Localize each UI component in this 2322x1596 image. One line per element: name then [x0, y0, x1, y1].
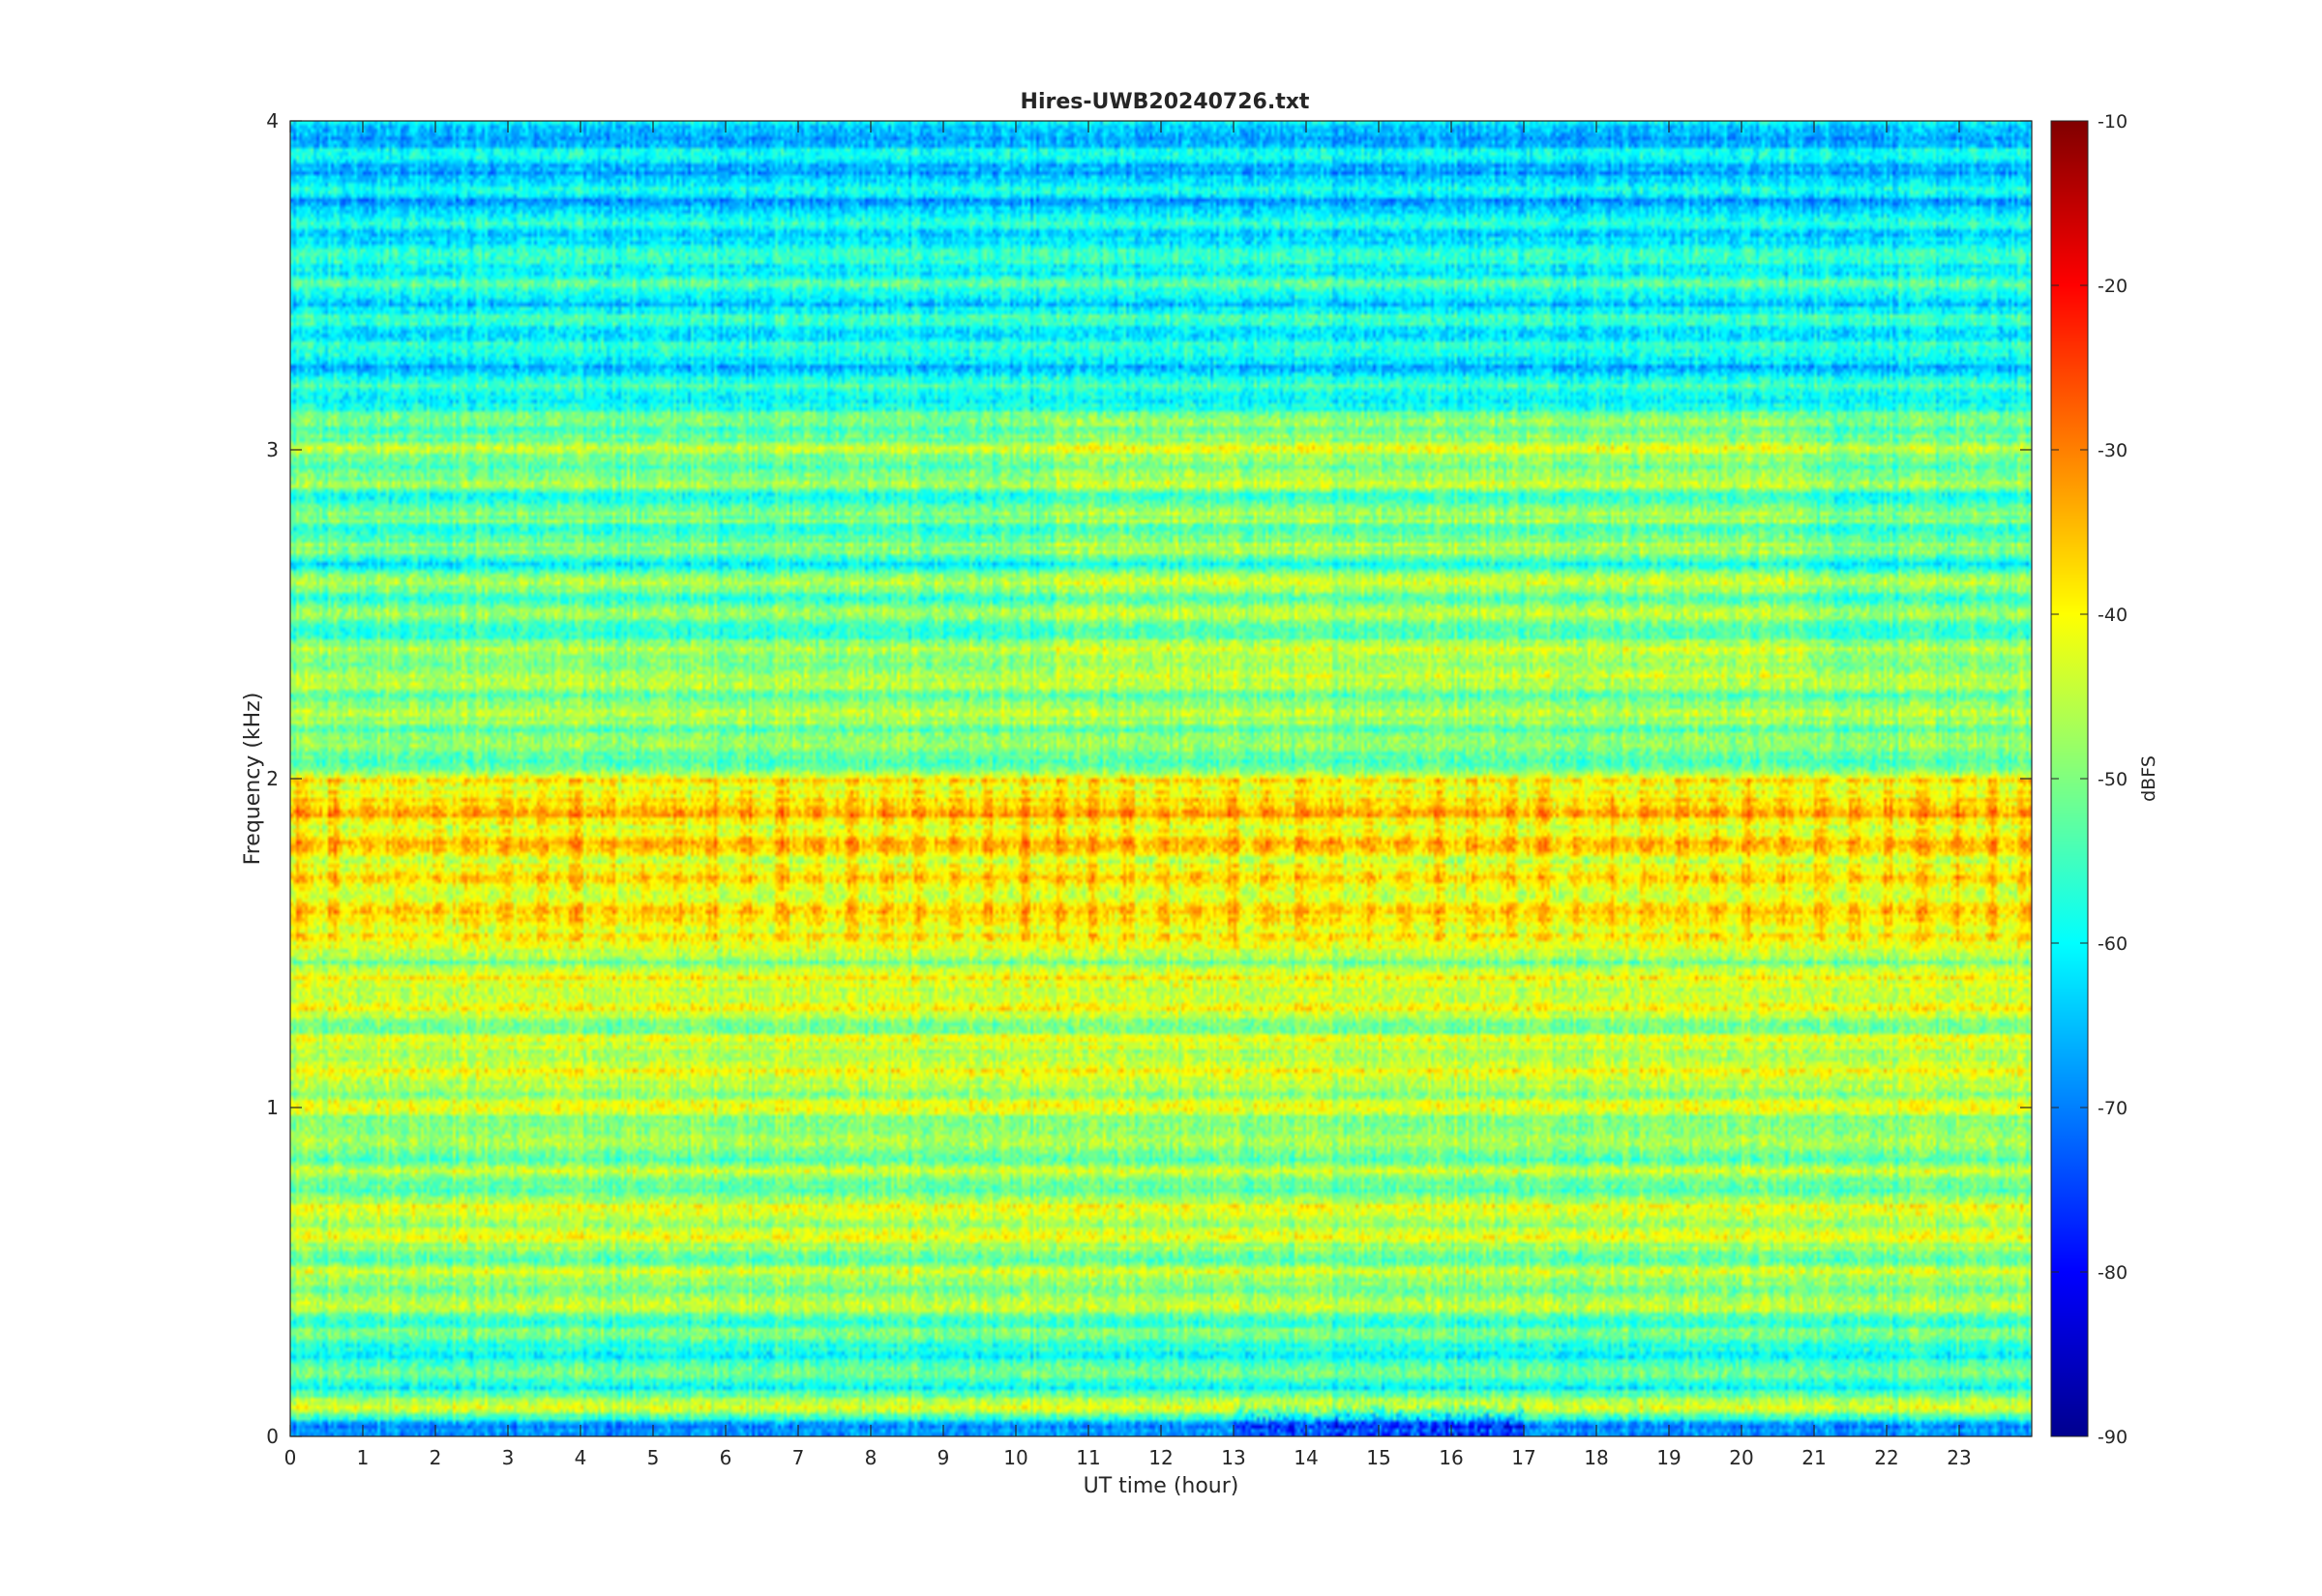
x-tick-label: 18: [1584, 1446, 1608, 1469]
x-tick-label: 13: [1221, 1446, 1245, 1469]
colorbar-tick-label: -80: [2098, 1262, 2128, 1284]
x-tick-label: 1: [357, 1446, 370, 1469]
colorbar-tick-label: -60: [2098, 933, 2128, 955]
x-tick-label: 17: [1511, 1446, 1535, 1469]
x-tick-label: 11: [1076, 1446, 1100, 1469]
x-tick-label: 9: [938, 1446, 950, 1469]
colorbar-label: dBFS: [2138, 755, 2159, 802]
x-tick-label: 3: [502, 1446, 515, 1469]
x-tick-label: 2: [430, 1446, 442, 1469]
y-axis-label: Frequency (kHz): [241, 693, 265, 866]
plot-area: 0 1 2 3 4 5 6 7 8 9 10 11 12 13 14 15 16 17 18 19 20 21 22 23 0…: [266, 109, 2033, 1469]
x-axis-label: UT time (hour): [1084, 1474, 1239, 1498]
colorbar-tick-label: -10: [2098, 111, 2128, 133]
x-tick-label: 23: [1947, 1446, 1971, 1469]
x-tick-label: 7: [792, 1446, 805, 1469]
x-axis-ticks: 0 1 2 3 4 5 6 7 8 9 10 11 12 13 14 15 16 17 18 19 20 21 22 23: [284, 121, 1972, 1469]
spectrogram-heatmap: [290, 121, 2032, 1436]
colorbar-tick-label: -50: [2098, 769, 2128, 790]
chart-title: Hires-UWB20240726.txt: [1021, 90, 1310, 114]
x-tick-label: 6: [720, 1446, 732, 1469]
x-tick-label: 12: [1148, 1446, 1173, 1469]
y-tick-label: 3: [266, 438, 279, 461]
x-tick-label: 22: [1874, 1446, 1898, 1469]
x-tick-label: 14: [1294, 1446, 1318, 1469]
x-tick-label: 8: [865, 1446, 878, 1469]
colorbar: -10 -20 -30 -40 -50 -60 -70 -80 -90 dBFS: [2050, 111, 2159, 1448]
y-tick-label: 4: [266, 109, 279, 133]
colorbar-tick-label: -20: [2098, 276, 2128, 297]
x-tick-label: 4: [575, 1446, 587, 1469]
x-tick-label: 15: [1366, 1446, 1390, 1469]
colorbar-tick-label: -90: [2098, 1427, 2128, 1448]
x-tick-label: 16: [1439, 1446, 1463, 1469]
colorbar-tick-label: -40: [2098, 605, 2128, 626]
y-tick-label: 1: [266, 1096, 279, 1119]
colorbar-ticks: -10 -20 -30 -40 -50 -60 -70 -80 -90: [2051, 111, 2128, 1448]
x-tick-label: 20: [1729, 1446, 1753, 1469]
x-tick-label: 10: [1003, 1446, 1027, 1469]
x-tick-label: 21: [1801, 1446, 1826, 1469]
y-tick-label: 2: [266, 767, 279, 790]
x-tick-label: 5: [647, 1446, 660, 1469]
y-tick-label: 0: [266, 1425, 279, 1448]
colorbar-tick-label: -70: [2098, 1098, 2128, 1119]
y-axis-ticks: 0 1 2 3 4: [266, 109, 2032, 1448]
x-tick-label: 0: [284, 1446, 297, 1469]
x-tick-label: 19: [1656, 1446, 1681, 1469]
colorbar-tick-label: -30: [2098, 440, 2128, 461]
